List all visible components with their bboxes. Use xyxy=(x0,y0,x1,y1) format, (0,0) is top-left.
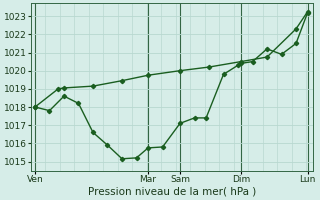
X-axis label: Pression niveau de la mer( hPa ): Pression niveau de la mer( hPa ) xyxy=(88,187,256,197)
